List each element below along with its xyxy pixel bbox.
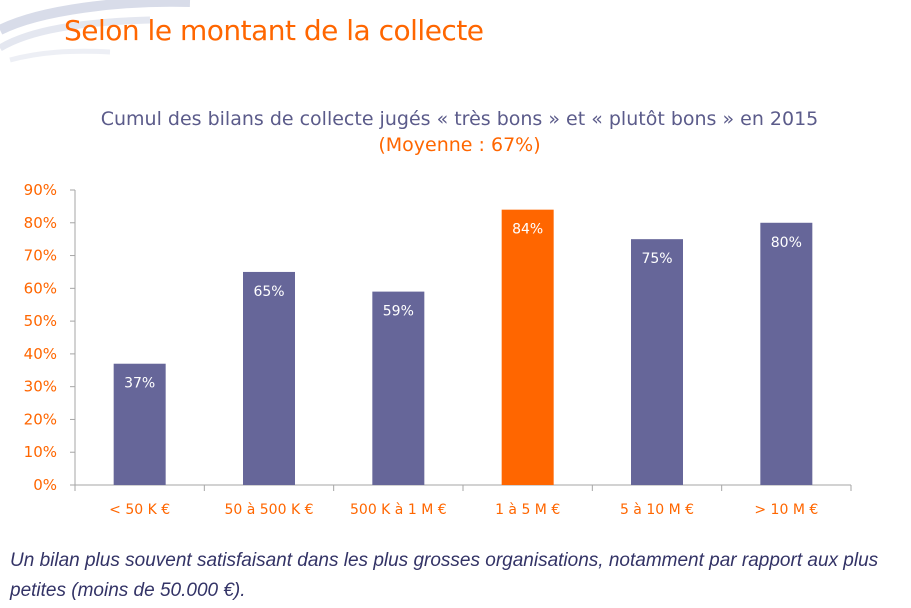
x-tick-label: 50 à 500 K € bbox=[224, 502, 313, 518]
y-tick-label: 90% bbox=[24, 181, 57, 199]
x-tick-label: > 10 M € bbox=[754, 502, 818, 518]
bar bbox=[372, 291, 425, 485]
x-tick-label: 5 à 10 M € bbox=[620, 502, 694, 518]
bar bbox=[113, 363, 166, 485]
decorative-swoosh bbox=[0, 0, 191, 63]
data-label: 80% bbox=[771, 235, 802, 251]
chart-title-block: Cumul des bilans de collecte jugés « trè… bbox=[0, 108, 911, 156]
bar bbox=[631, 239, 683, 485]
footnote: Un bilan plus souvent satisfaisant dans … bbox=[10, 550, 879, 601]
data-label: 75% bbox=[641, 251, 672, 267]
x-tick-label: 1 à 5 M € bbox=[495, 502, 560, 518]
data-label: 65% bbox=[253, 284, 284, 300]
y-tick-label: 30% bbox=[24, 378, 57, 396]
bar bbox=[243, 271, 295, 485]
y-tick-label: 50% bbox=[24, 312, 57, 330]
bar bbox=[501, 209, 554, 485]
chart-subtitle: (Moyenne : 67%) bbox=[378, 134, 541, 156]
y-tick-label: 10% bbox=[24, 443, 57, 461]
data-label: 84% bbox=[512, 222, 543, 238]
data-label: 37% bbox=[124, 376, 155, 392]
x-tick-label: < 50 K € bbox=[109, 502, 170, 518]
bar-chart: 0% 10% 20% 30% 40% 50% 60% 70% 80% 90% 37% < 50 K €… bbox=[24, 181, 852, 518]
chart-title: Cumul des bilans de collecte jugés « trè… bbox=[100, 108, 819, 130]
data-label: 59% bbox=[383, 304, 414, 320]
y-tick-label: 80% bbox=[24, 214, 57, 232]
y-tick-label: 0% bbox=[33, 476, 57, 494]
x-tick-label: 500 K à 1 M € bbox=[350, 502, 447, 518]
bar bbox=[760, 222, 813, 485]
y-tick-label: 60% bbox=[24, 279, 57, 297]
y-tick-label: 70% bbox=[24, 247, 57, 265]
y-tick-label: 40% bbox=[24, 345, 57, 363]
page-title: Selon le montant de la collecte bbox=[64, 14, 484, 47]
y-tick-label: 20% bbox=[24, 410, 57, 428]
